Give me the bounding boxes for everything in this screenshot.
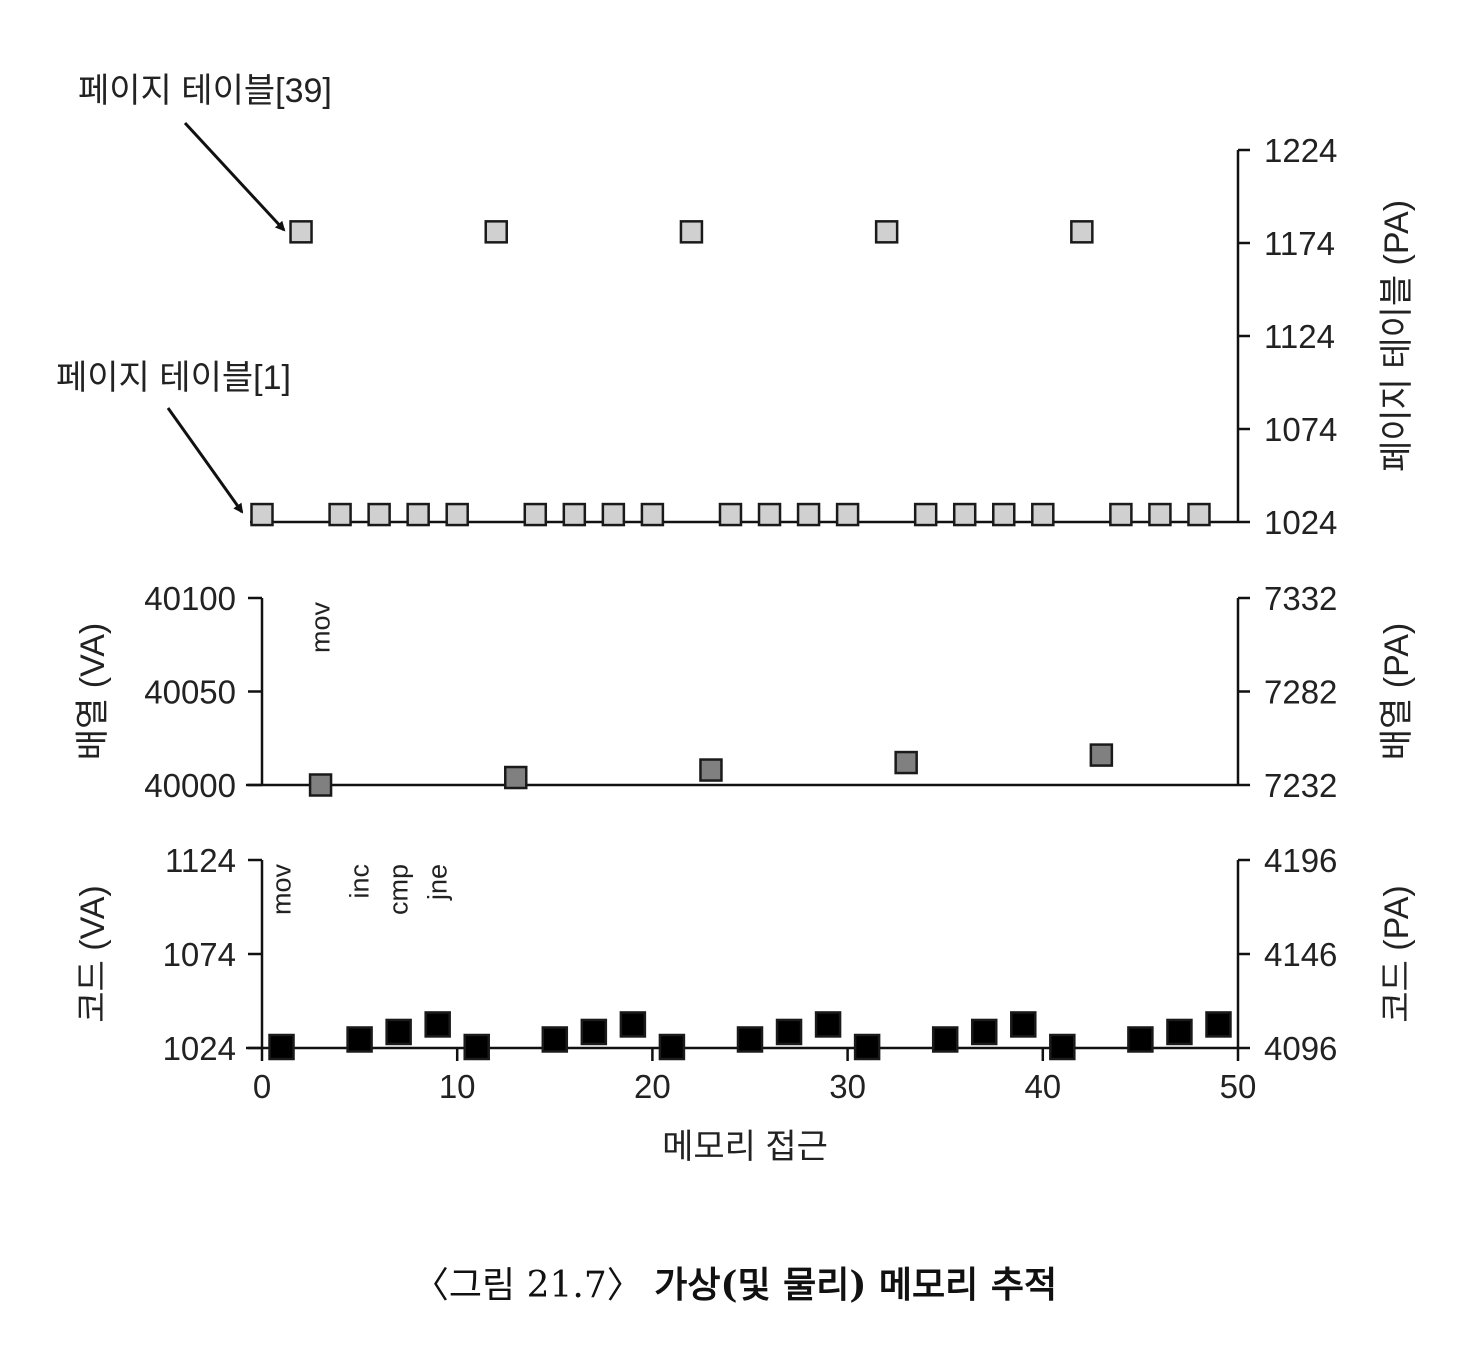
data-point bbox=[992, 502, 1016, 527]
figure-caption: 〈그림 21.7〉 가상(및 물리) 메모리 추적 bbox=[413, 1264, 1057, 1306]
data-point bbox=[679, 220, 704, 244]
data-point bbox=[1049, 1033, 1076, 1061]
data-point bbox=[1205, 1011, 1232, 1038]
data-point bbox=[484, 220, 508, 244]
instruction-label: cmp bbox=[384, 864, 414, 915]
right-y-tick-label: 7332 bbox=[1264, 580, 1337, 617]
data-point bbox=[658, 1033, 686, 1061]
data-point bbox=[931, 1026, 959, 1053]
data-point bbox=[796, 502, 821, 527]
right-y-tick-label: 4146 bbox=[1264, 936, 1337, 973]
data-point bbox=[853, 1033, 881, 1061]
data-point bbox=[619, 1011, 647, 1038]
data-point bbox=[913, 502, 938, 527]
data-point bbox=[1010, 1011, 1037, 1038]
data-point bbox=[406, 502, 430, 527]
right-y-tick-label: 4096 bbox=[1264, 1030, 1337, 1067]
data-point bbox=[250, 502, 274, 527]
data-point bbox=[640, 502, 665, 527]
data-point bbox=[346, 1026, 373, 1053]
data-point bbox=[1148, 502, 1172, 527]
right-y-axis-label: 코드 (PA) bbox=[1378, 885, 1416, 1022]
data-point bbox=[874, 220, 899, 244]
right-y-axis-label: 배열 (PA) bbox=[1378, 623, 1416, 760]
right-y-tick-label: 7232 bbox=[1264, 767, 1337, 804]
data-point bbox=[541, 1026, 569, 1053]
right-y-tick-label: 1124 bbox=[1264, 318, 1335, 355]
data-point bbox=[1166, 1018, 1193, 1046]
data-point bbox=[580, 1018, 608, 1046]
annotation-page-table-39: 페이지 테이블[39] bbox=[78, 72, 332, 110]
data-point bbox=[952, 502, 977, 527]
annotation-page-table-1: 페이지 테이블[1] bbox=[56, 359, 291, 397]
data-point bbox=[1109, 502, 1133, 527]
data-point bbox=[268, 1033, 295, 1061]
data-point bbox=[835, 502, 860, 527]
right-y-axis-label: 페이지 테이블 (PA) bbox=[1378, 200, 1416, 472]
data-point bbox=[445, 502, 469, 527]
data-point bbox=[757, 502, 782, 527]
data-point bbox=[775, 1018, 803, 1046]
instruction-label: inc bbox=[345, 864, 375, 899]
data-point bbox=[1187, 502, 1211, 527]
data-point bbox=[699, 758, 723, 782]
annotation-arrow-1 bbox=[166, 407, 244, 514]
x-tick-label: 50 bbox=[1220, 1068, 1257, 1105]
left-y-tick-label: 1074 bbox=[163, 936, 236, 973]
x-tick-label: 0 bbox=[253, 1068, 271, 1105]
data-point bbox=[328, 502, 352, 527]
data-point bbox=[814, 1011, 842, 1038]
data-point bbox=[1031, 502, 1055, 527]
data-point bbox=[1127, 1026, 1154, 1053]
x-axis-label: 메모리 접근 bbox=[662, 1128, 828, 1166]
instruction-label: jne bbox=[423, 864, 453, 901]
right-y-tick-label: 1224 bbox=[1264, 132, 1337, 169]
data-point bbox=[367, 502, 391, 527]
x-tick-label: 10 bbox=[439, 1068, 476, 1105]
data-point bbox=[463, 1033, 490, 1061]
x-tick-label: 40 bbox=[1024, 1068, 1061, 1105]
right-y-tick-label: 1074 bbox=[1264, 411, 1337, 448]
data-point bbox=[523, 502, 548, 527]
caption-number: 〈그림 21.7〉 bbox=[413, 1265, 643, 1306]
data-point bbox=[970, 1018, 998, 1046]
annotation-arrow-39 bbox=[183, 121, 286, 232]
left-y-tick-label: 40050 bbox=[144, 674, 236, 711]
data-point bbox=[718, 502, 743, 527]
right-y-tick-label: 1024 bbox=[1264, 504, 1337, 541]
data-point bbox=[736, 1026, 764, 1053]
data-point bbox=[1070, 220, 1094, 244]
instruction-label: mov bbox=[306, 602, 336, 654]
data-point bbox=[385, 1018, 412, 1046]
instruction-label: mov bbox=[267, 864, 297, 916]
left-y-tick-label: 40000 bbox=[144, 767, 236, 804]
x-tick-label: 30 bbox=[829, 1068, 866, 1105]
data-point bbox=[894, 750, 918, 775]
data-point bbox=[308, 773, 333, 797]
left-y-axis-label: 코드 (VA) bbox=[74, 885, 112, 1022]
data-point bbox=[1089, 743, 1114, 767]
x-tick-label: 20 bbox=[634, 1068, 671, 1105]
data-point bbox=[289, 220, 313, 244]
right-y-tick-label: 4196 bbox=[1264, 842, 1337, 879]
data-point bbox=[601, 502, 626, 527]
right-y-tick-label: 7282 bbox=[1264, 674, 1337, 711]
data-point bbox=[424, 1011, 451, 1038]
caption-title: 가상(및 물리) 메모리 추적 bbox=[654, 1264, 1057, 1306]
left-y-tick-label: 40100 bbox=[144, 580, 236, 617]
data-point bbox=[504, 765, 528, 790]
left-y-tick-label: 1024 bbox=[163, 1030, 236, 1067]
right-y-tick-label: 1174 bbox=[1264, 225, 1335, 262]
left-y-axis-label: 배열 (VA) bbox=[74, 623, 112, 760]
left-y-tick-label: 1124 bbox=[165, 842, 236, 879]
data-point bbox=[562, 502, 587, 527]
